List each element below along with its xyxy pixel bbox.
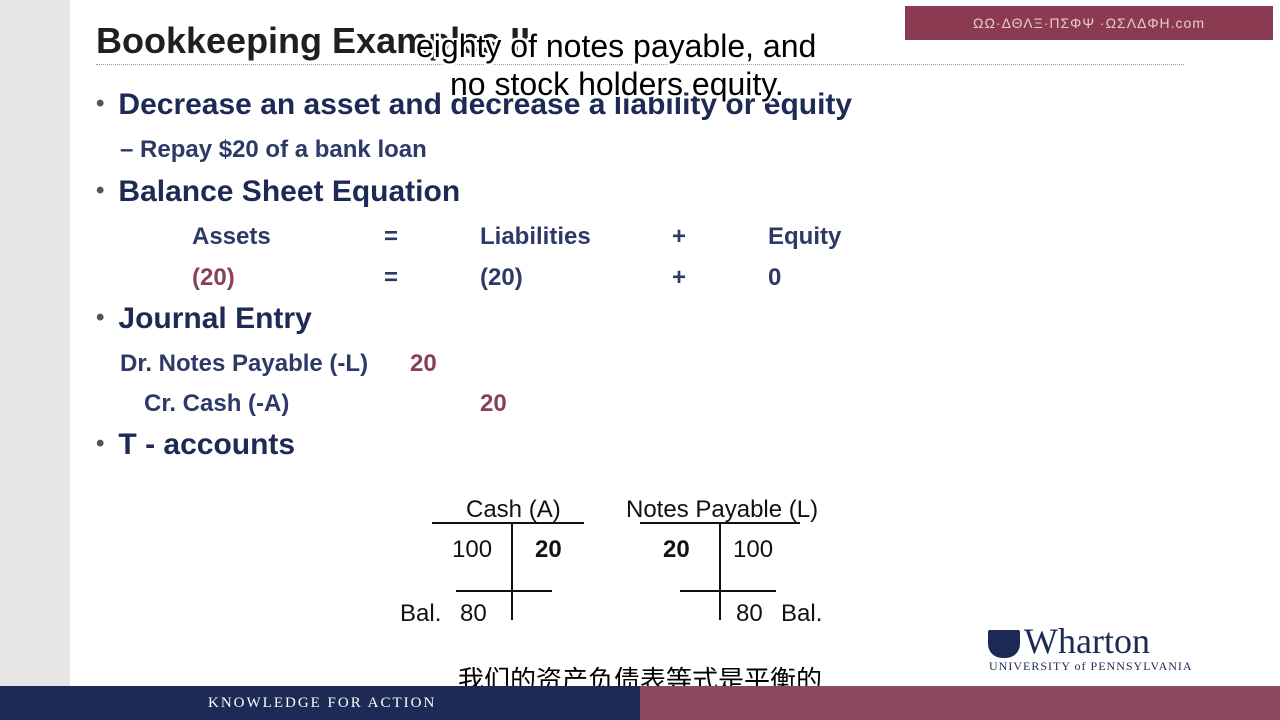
journal-debit-label: Dr. Notes Payable (-L): [120, 350, 369, 377]
journal-credit-label: Cr. Cash (-A): [144, 390, 290, 417]
bullet-text: Decrease an asset and decrease a liabili…: [118, 88, 853, 121]
t-account-cash-bal-label: Bal.: [400, 600, 442, 627]
slide-title: Bookkeeping Examples II: [96, 20, 531, 61]
title-divider: [96, 64, 1184, 65]
t-account-cash-balance: 80: [460, 600, 487, 627]
t-account-notes-credit: 100: [733, 536, 774, 563]
bullet-dot-icon: •: [96, 177, 105, 204]
watermark-banner: ΩΩ·ΔΘΛΞ·ΠΣΦΨ ·ΩΣΛΔΦΗ.com: [905, 6, 1273, 40]
bullet-journal-entry: • Journal Entry: [96, 302, 312, 336]
slide-left-margin-bar: [0, 0, 70, 686]
bullet-text: Balance Sheet Equation: [118, 175, 461, 208]
eq-equals-value: =: [384, 264, 399, 291]
wharton-logo: Wharton UNIVERSITY of PENNSYLVANIA: [988, 621, 1193, 674]
t-account-cash-total-line: [456, 590, 552, 592]
bullet-text: Journal Entry: [118, 302, 312, 335]
bullet-dot-icon: •: [96, 430, 105, 457]
eq-liabilities-value: (20): [480, 264, 523, 291]
t-account-notes-bal-label: Bal.: [781, 600, 823, 627]
bullet-balance-sheet: • Balance Sheet Equation: [96, 175, 460, 209]
bullet-dot-icon: •: [96, 304, 105, 331]
t-account-notes-title: Notes Payable (L): [626, 496, 819, 523]
eq-equity-value: 0: [768, 264, 782, 291]
t-account-cash-debit: 100: [452, 536, 493, 563]
eq-liabilities-header: Liabilities: [480, 223, 591, 250]
bullet-t-accounts: • T - accounts: [96, 428, 295, 462]
footer-tagline: KNOWLEDGE FOR ACTION: [0, 686, 640, 720]
t-account-cash-divider: [511, 523, 513, 620]
t-account-cash-title: Cash (A): [466, 496, 561, 523]
eq-plus-header: +: [672, 223, 687, 250]
bullet-dot-icon: •: [96, 90, 105, 117]
t-account-notes-total-line: [680, 590, 776, 592]
t-account-cash-top-line: [432, 522, 584, 524]
bullet-text: T - accounts: [118, 428, 296, 461]
wharton-shield-icon: [988, 630, 1020, 658]
journal-credit-amount: 20: [480, 390, 507, 417]
subtitle-english-line1: eighty of notes payable, and: [416, 28, 817, 64]
eq-equity-header: Equity: [768, 223, 842, 250]
eq-plus-value: +: [672, 264, 687, 291]
t-account-cash-credit: 20: [535, 536, 562, 563]
t-account-notes-debit: 20: [663, 536, 690, 563]
footer-accent-bar: [640, 686, 1280, 720]
logo-university: UNIVERSITY of PENNSYLVANIA: [989, 659, 1193, 673]
eq-assets-header: Assets: [192, 223, 271, 250]
t-account-notes-balance: 80: [736, 600, 763, 627]
bullet-decrease-asset: • Decrease an asset and decrease a liabil…: [96, 88, 852, 122]
sub-item-repay-loan: – Repay $20 of a bank loan: [120, 136, 427, 163]
t-account-notes-divider: [719, 523, 721, 620]
eq-assets-value: (20): [192, 264, 235, 291]
journal-debit-amount: 20: [410, 350, 437, 377]
subtitle-english-line2: no stock holders equity.: [450, 66, 784, 102]
logo-wordmark: Wharton: [1024, 621, 1150, 661]
eq-equals-header: =: [384, 223, 399, 250]
